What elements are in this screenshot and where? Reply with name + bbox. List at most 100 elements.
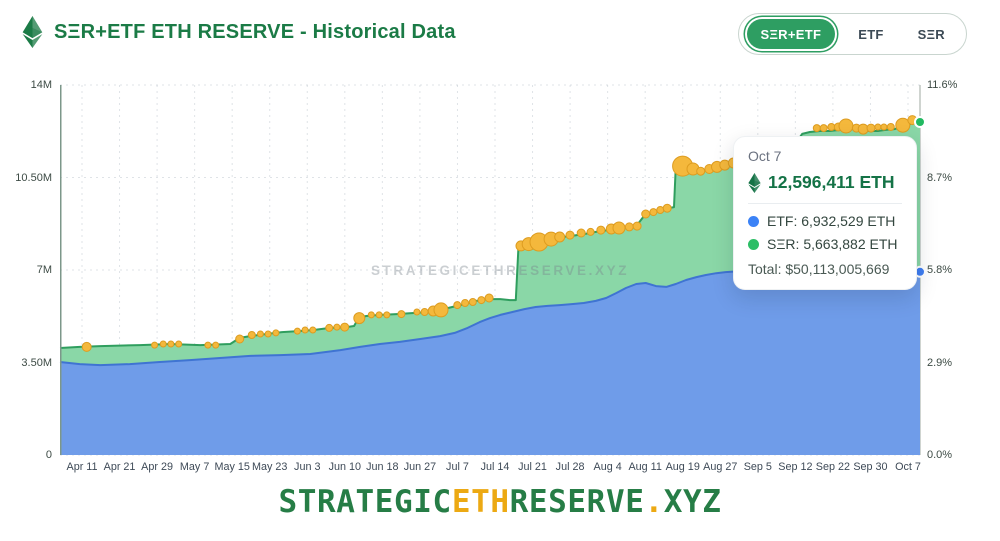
purchase-marker[interactable] xyxy=(256,330,264,338)
x-tick-label: Sep 12 xyxy=(778,461,813,473)
purchase-marker[interactable] xyxy=(383,311,391,319)
x-tick-label: Jun 18 xyxy=(366,461,399,473)
x-tick-label: Oct 7 xyxy=(895,461,921,473)
purchase-marker[interactable] xyxy=(874,123,882,131)
y-axis-label-left: 0 xyxy=(45,449,52,461)
purchase-marker[interactable] xyxy=(641,209,651,219)
toggle-option-ser[interactable]: SΞR xyxy=(902,19,961,49)
x-tick-label: Apr 21 xyxy=(103,461,136,473)
purchase-marker[interactable] xyxy=(264,330,272,338)
purchase-marker[interactable] xyxy=(819,124,828,133)
purchase-marker[interactable] xyxy=(367,311,375,319)
purchase-marker[interactable] xyxy=(468,298,477,306)
purchase-marker[interactable] xyxy=(159,340,167,348)
series-end-dot[interactable] xyxy=(914,116,926,128)
purchase-marker[interactable] xyxy=(293,327,301,335)
purchase-marker[interactable] xyxy=(375,311,383,319)
x-tick-label: Aug 4 xyxy=(593,461,622,473)
purchase-marker[interactable] xyxy=(247,331,256,339)
y-axis-label-right: 8.7% xyxy=(927,171,953,184)
y-axis-label-right: 11.6% xyxy=(927,79,958,91)
purchase-marker[interactable] xyxy=(812,124,821,133)
purchase-marker[interactable] xyxy=(81,341,92,352)
purchase-marker[interactable] xyxy=(272,329,280,337)
x-tick-label: Jul 14 xyxy=(480,461,510,473)
purchase-marker[interactable] xyxy=(596,225,606,235)
purchase-marker[interactable] xyxy=(662,203,672,213)
purchase-marker[interactable] xyxy=(397,310,406,319)
tooltip-etf-label: ETF: 6,932,529 ETH xyxy=(767,213,896,229)
purchase-marker[interactable] xyxy=(586,227,595,236)
purchase-marker[interactable] xyxy=(413,308,421,316)
tooltip-total-eth: 12,596,411 ETH xyxy=(748,172,902,204)
x-tick-label: Apr 29 xyxy=(141,461,173,473)
purchase-marker[interactable] xyxy=(175,340,183,348)
purchase-marker[interactable] xyxy=(212,341,220,349)
purchase-marker[interactable] xyxy=(477,296,486,305)
purchase-marker[interactable] xyxy=(624,222,634,232)
y-axis-label-right: 5.8% xyxy=(927,264,953,276)
purchase-marker[interactable] xyxy=(151,341,159,349)
purchase-marker[interactable] xyxy=(235,334,245,344)
x-tick-label: Apr 11 xyxy=(66,461,98,473)
purchase-marker[interactable] xyxy=(340,322,350,332)
tooltip-total-eth-value: 12,596,411 ETH xyxy=(768,172,895,192)
x-tick-label: Sep 22 xyxy=(815,461,851,473)
purchase-marker[interactable] xyxy=(696,166,706,176)
purchase-marker[interactable] xyxy=(838,118,854,134)
purchase-marker[interactable] xyxy=(301,326,309,334)
purchase-marker[interactable] xyxy=(204,341,212,349)
brand-part: XYZ xyxy=(663,484,722,520)
purchase-marker[interactable] xyxy=(420,308,429,316)
x-tick-label: Jun 27 xyxy=(403,461,437,473)
purchase-marker[interactable] xyxy=(895,117,911,133)
x-tick-label: Aug 19 xyxy=(665,461,700,473)
x-tick-label: May 23 xyxy=(252,461,288,473)
purchase-marker[interactable] xyxy=(554,231,566,243)
purchase-marker[interactable] xyxy=(325,323,334,332)
purchase-marker[interactable] xyxy=(649,208,658,217)
tooltip-total-usd: Total: $50,113,005,669 xyxy=(748,261,890,277)
y-axis-label-left: 7M xyxy=(36,264,52,276)
purchase-marker[interactable] xyxy=(333,323,341,331)
x-tick-label: Jun 3 xyxy=(294,461,321,473)
x-tick-label: Aug 27 xyxy=(703,461,738,473)
purchase-marker[interactable] xyxy=(484,293,494,303)
purchase-marker[interactable] xyxy=(309,326,317,334)
header: SΞR+ETF ETH RESERVE - Historical Data xyxy=(22,16,456,48)
tooltip-row-ser: SΞR: 5,663,882 ETH xyxy=(748,236,902,252)
purchase-marker[interactable] xyxy=(167,340,175,348)
purchase-marker[interactable] xyxy=(612,221,626,235)
purchase-marker[interactable] xyxy=(461,299,470,307)
toggle-option-etf[interactable]: ETF xyxy=(842,19,899,49)
view-toggle-group: SΞR+ETF ETF SΞR xyxy=(737,13,967,55)
brand-part: RESERVE xyxy=(509,484,645,520)
eth-logo-icon xyxy=(22,16,43,48)
purchase-marker[interactable] xyxy=(576,228,586,238)
eth-diamond-icon xyxy=(748,172,761,193)
etf-area xyxy=(60,268,920,455)
purchase-marker[interactable] xyxy=(453,301,462,310)
x-tick-label: May 15 xyxy=(214,461,250,473)
purchase-marker[interactable] xyxy=(433,302,449,318)
x-tick-label: Jul 21 xyxy=(518,461,547,473)
purchase-marker[interactable] xyxy=(866,123,876,133)
etf-dot-icon xyxy=(748,215,759,227)
purchase-marker[interactable] xyxy=(880,123,888,131)
x-tick-label: Sep 30 xyxy=(853,461,888,473)
watermark: STRATEGICETHRESERVE.XYZ xyxy=(371,263,629,278)
x-tick-label: Sep 5 xyxy=(743,461,772,473)
purchase-marker[interactable] xyxy=(632,221,642,231)
ser-area xyxy=(60,122,920,366)
toggle-option-ser-etf[interactable]: SΞR+ETF xyxy=(746,19,836,49)
x-tick-label: Jun 10 xyxy=(328,461,362,473)
purchase-marker[interactable] xyxy=(886,123,895,131)
x-tick-label: Jul 7 xyxy=(446,461,469,473)
chart-tooltip: Oct 7 12,596,411 ETH ETF: 6,932,529 ETH … xyxy=(733,136,917,290)
y-axis-label-left: 10.50M xyxy=(15,171,52,184)
brand-part: . xyxy=(644,484,664,520)
purchase-marker[interactable] xyxy=(353,312,366,325)
purchase-marker[interactable] xyxy=(565,230,575,240)
brand-part: STRATEGIC xyxy=(278,484,452,520)
y-axis-label-left: 3.50M xyxy=(21,356,52,369)
